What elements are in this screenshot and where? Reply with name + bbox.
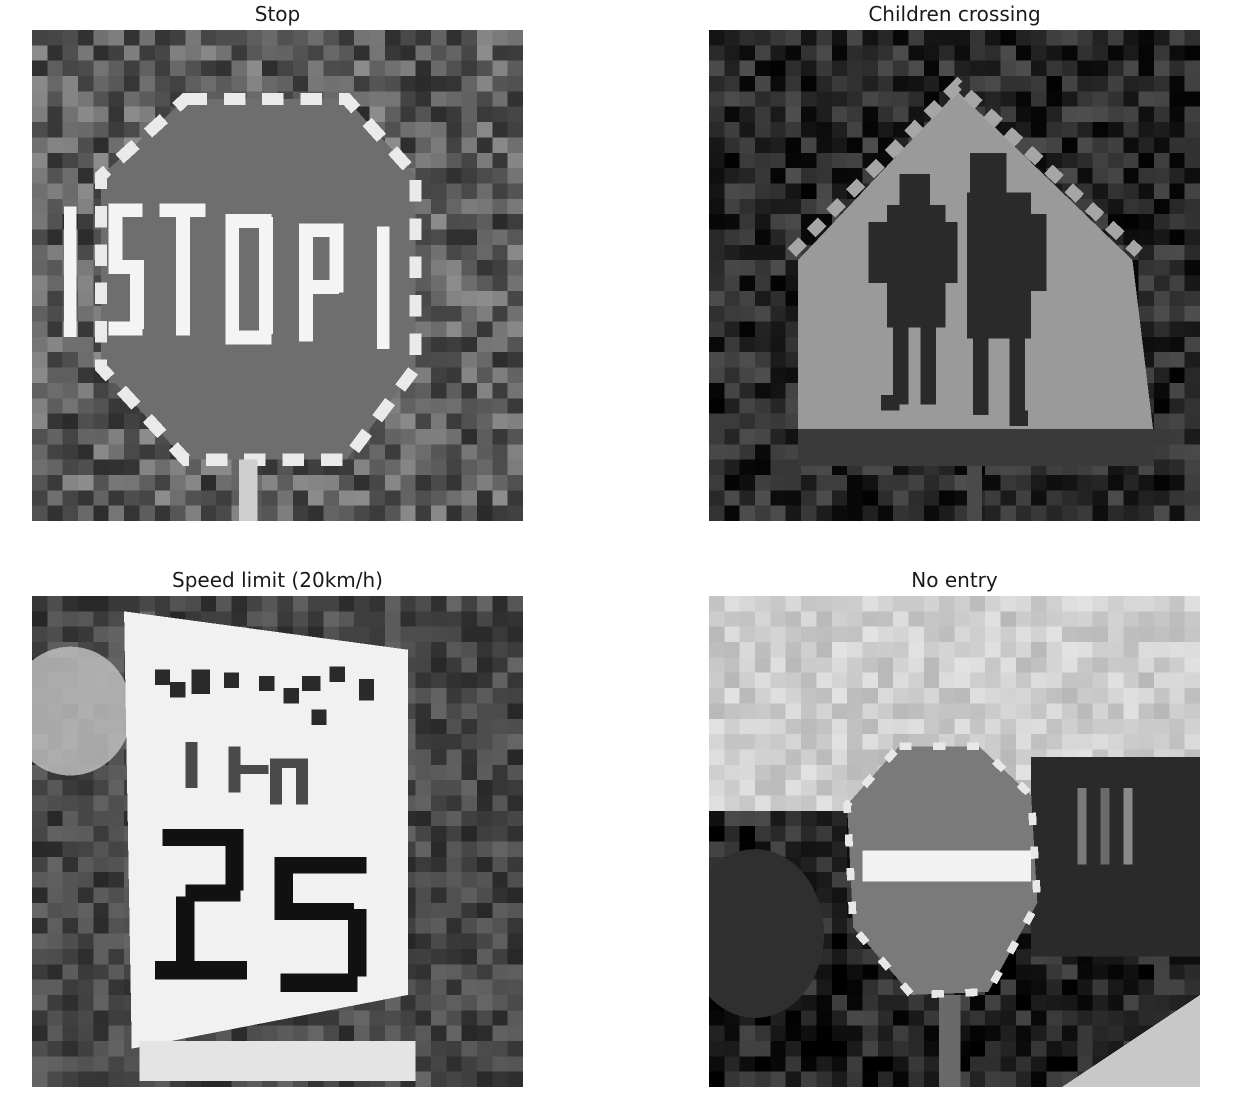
children-silhouette xyxy=(868,152,1047,426)
building-right xyxy=(1031,757,1200,957)
tree-left xyxy=(709,849,825,1018)
speed-text-marks xyxy=(154,666,375,725)
stop-letters xyxy=(64,203,390,350)
no-entry-bar xyxy=(862,850,1032,882)
panel-title-speed-limit: Speed limit (20km/h) xyxy=(172,568,383,592)
sign-board xyxy=(124,611,408,1049)
background-blur xyxy=(32,646,132,776)
pentagon-border xyxy=(787,76,1143,257)
panel-title-stop: Stop xyxy=(254,2,301,26)
image-stop-sign xyxy=(32,30,523,521)
image-speed-limit-sign xyxy=(32,596,523,1087)
panel-title-children-crossing: Children crossing xyxy=(868,2,1041,26)
pentagon-base xyxy=(797,428,1154,466)
limit-text-marks xyxy=(185,741,309,805)
road xyxy=(1061,994,1200,1087)
sign-post xyxy=(966,465,983,521)
image-no-entry-sign xyxy=(709,596,1200,1087)
digits-25 xyxy=(154,829,367,992)
stop-octagon-border xyxy=(94,92,422,466)
panel-title-no-entry: No entry xyxy=(911,568,998,592)
no-entry-disc-rim xyxy=(843,742,1042,999)
stop-post xyxy=(239,459,258,521)
stop-octagon xyxy=(101,99,416,460)
sign-bottom-strip xyxy=(139,1040,416,1081)
image-children-crossing-sign xyxy=(709,30,1200,521)
sign-post xyxy=(939,994,961,1087)
